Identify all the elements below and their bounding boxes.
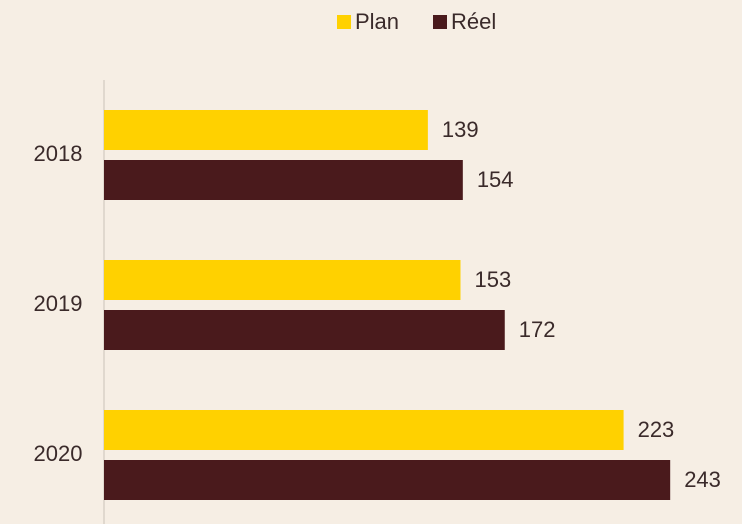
data-label: 172: [519, 317, 556, 342]
data-label: 154: [477, 167, 514, 192]
y-tick-label: 2019: [34, 291, 83, 316]
data-label: 223: [638, 417, 675, 442]
y-tick-label: 2020: [34, 441, 83, 466]
data-label: 153: [474, 267, 511, 292]
bar: [104, 410, 624, 450]
bar: [104, 260, 461, 300]
legend-swatch: [433, 15, 447, 29]
bar: [104, 310, 505, 350]
data-label: 243: [684, 467, 721, 492]
y-tick-label: 2018: [34, 141, 83, 166]
legend-label: Réel: [451, 9, 496, 34]
bar: [104, 160, 463, 200]
data-label: 139: [442, 117, 479, 142]
legend-label: Plan: [355, 9, 399, 34]
bar: [104, 110, 428, 150]
bar: [104, 460, 671, 500]
legend-swatch: [337, 15, 351, 29]
